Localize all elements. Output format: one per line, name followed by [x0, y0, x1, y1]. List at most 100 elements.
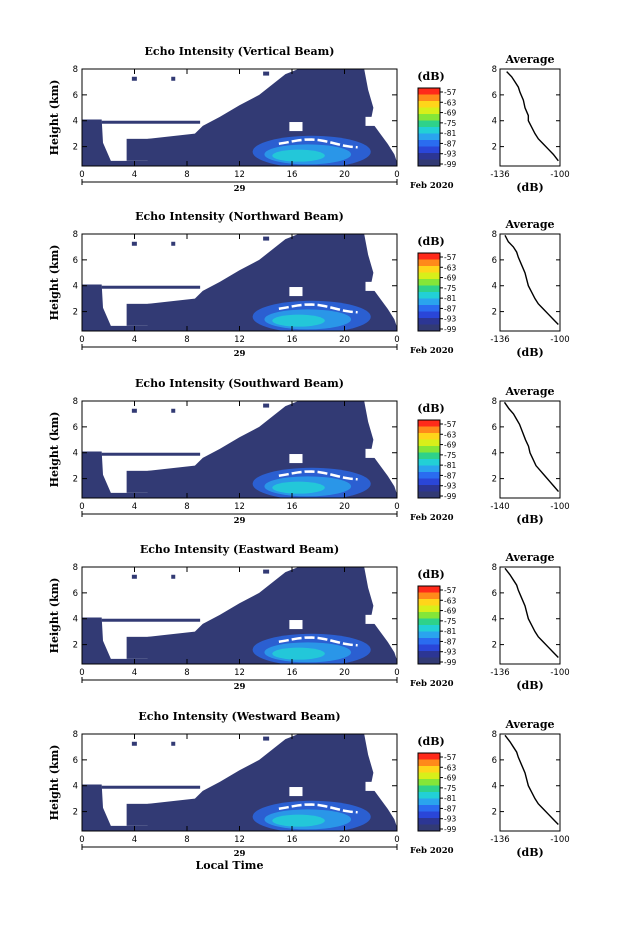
- profile-x-tick-label: -100: [550, 668, 569, 678]
- profile-x-tick-label: -136: [490, 335, 509, 345]
- colorbar-tick-label: -75: [444, 451, 456, 460]
- colorbar-swatch: [418, 818, 440, 825]
- colorbar-swatch: [418, 638, 440, 645]
- profile-x-label: (dB): [516, 346, 543, 359]
- colorbar-swatch: [418, 805, 440, 812]
- profile-y-tick-label: 2: [492, 808, 497, 818]
- panel-title: Echo Intensity (Northward Beam): [135, 210, 344, 223]
- colorbar-tick-label: -63: [444, 763, 456, 772]
- profile-y-tick-label: 8: [492, 230, 497, 240]
- profile-y-tick-label: 8: [492, 730, 497, 740]
- profile-y-tick-label: 2: [492, 308, 497, 318]
- profile-title: Average: [504, 218, 554, 231]
- y-axis-label: Height (km): [48, 745, 61, 821]
- x-tick-label: 12: [234, 170, 245, 180]
- x-tick-label: 12: [234, 835, 245, 845]
- colorbar-tick-label: -69: [444, 774, 456, 783]
- profile-y-tick-label: 2: [492, 475, 497, 485]
- profile-line: [503, 401, 560, 492]
- colorbar-swatch: [418, 592, 440, 600]
- colorbar-swatch: [418, 779, 440, 786]
- colorbar-swatch: [418, 472, 440, 479]
- colorbar-swatch: [418, 101, 440, 108]
- date-label: 29: [234, 682, 246, 692]
- colorbar-swatch: [418, 266, 440, 273]
- colorbar-tick-label: -63: [444, 98, 456, 107]
- colorbar-swatch: [418, 485, 440, 492]
- y-tick-label: 8: [73, 563, 78, 573]
- profile-x-label: (dB): [516, 679, 543, 692]
- colorbar-swatch: [418, 426, 440, 434]
- colorbar-swatch: [418, 324, 440, 332]
- colorbar-swatch: [418, 766, 440, 773]
- profile-y-tick-label: 4: [492, 282, 497, 292]
- colorbar-swatch: [418, 107, 440, 115]
- y-tick-label: 2: [73, 808, 78, 818]
- y-tick-label: 2: [73, 308, 78, 318]
- profile-x-label: (dB): [516, 513, 543, 526]
- colorbar-swatch: [418, 285, 440, 293]
- x-tick-label: 0: [394, 335, 399, 345]
- colorbar-frame: [417, 585, 441, 665]
- y-tick-label: 6: [73, 756, 78, 766]
- x-tick-label: 20: [339, 668, 350, 678]
- colorbar-unit: (dB): [417, 70, 444, 83]
- profile-x-tick-label: -100: [550, 335, 569, 345]
- colorbar-swatch: [418, 792, 440, 799]
- panel-3: Echo Intensity (Southward Beam) 2 4 6 8 Heigh…: [48, 377, 570, 526]
- colorbar-frame: [417, 252, 441, 332]
- colorbar-tick-label: -69: [444, 109, 456, 118]
- colorbar-unit: (dB): [417, 735, 444, 748]
- colorbar-swatch: [418, 811, 440, 819]
- y-tick-label: 2: [73, 475, 78, 485]
- month-label: Feb 2020: [410, 846, 454, 856]
- profile-x-tick-label: -140: [490, 502, 509, 512]
- x-tick-label: 8: [184, 502, 189, 512]
- colorbar-swatch: [418, 127, 440, 134]
- colorbar-swatch: [418, 612, 440, 619]
- y-tick-label: 2: [73, 143, 78, 153]
- x-tick-label: 16: [287, 170, 298, 180]
- echo-field: [82, 734, 397, 831]
- profile-line: [504, 234, 559, 326]
- x-tick-label: 8: [184, 170, 189, 180]
- colorbar-swatch: [418, 253, 440, 260]
- colorbar-tick-label: -57: [444, 753, 456, 762]
- y-tick-label: 4: [73, 282, 78, 292]
- colorbar-swatch: [418, 153, 440, 160]
- x-tick-label: 0: [394, 835, 399, 845]
- profile-x-tick-label: -136: [490, 170, 509, 180]
- colorbar-swatch: [418, 465, 440, 473]
- profile-x-tick-label: -100: [550, 835, 569, 845]
- y-tick-label: 4: [73, 615, 78, 625]
- x-tick-label: 20: [339, 502, 350, 512]
- profile-x-label: (dB): [516, 181, 543, 194]
- colorbar-swatch: [418, 114, 440, 121]
- profile-y-tick-label: 6: [492, 756, 497, 766]
- colorbar-swatch: [418, 318, 440, 325]
- month-label: Feb 2020: [410, 679, 454, 689]
- colorbar-swatch: [418, 631, 440, 639]
- profile-frame: [499, 233, 561, 332]
- profile-frame: [499, 566, 561, 665]
- panel-1: Echo Intensity (Vertical Beam) 2 4 6 8 Height…: [48, 45, 570, 194]
- colorbar-tick-label: -57: [444, 253, 456, 262]
- colorbar-tick-label: -57: [444, 88, 456, 97]
- colorbar-tick-label: -93: [444, 815, 456, 824]
- colorbar-tick-label: -87: [444, 804, 456, 813]
- colorbar-unit: (dB): [417, 402, 444, 415]
- colorbar-swatch: [418, 88, 440, 95]
- date-label: 29: [234, 184, 246, 194]
- profile-y-tick-label: 4: [492, 782, 497, 792]
- panel-title: Echo Intensity (Vertical Beam): [144, 45, 334, 58]
- y-tick-label: 2: [73, 641, 78, 651]
- x-tick-label: 20: [339, 835, 350, 845]
- x-tick-label: 4: [132, 170, 137, 180]
- profile-x-tick-label: -136: [490, 835, 509, 845]
- x-tick-label: 16: [287, 502, 298, 512]
- colorbar-swatch: [418, 311, 440, 319]
- colorbar-tick-label: -99: [444, 492, 456, 501]
- colorbar-tick-label: -99: [444, 160, 456, 169]
- profile-title: Average: [504, 53, 554, 66]
- colorbar-tick-label: -93: [444, 482, 456, 491]
